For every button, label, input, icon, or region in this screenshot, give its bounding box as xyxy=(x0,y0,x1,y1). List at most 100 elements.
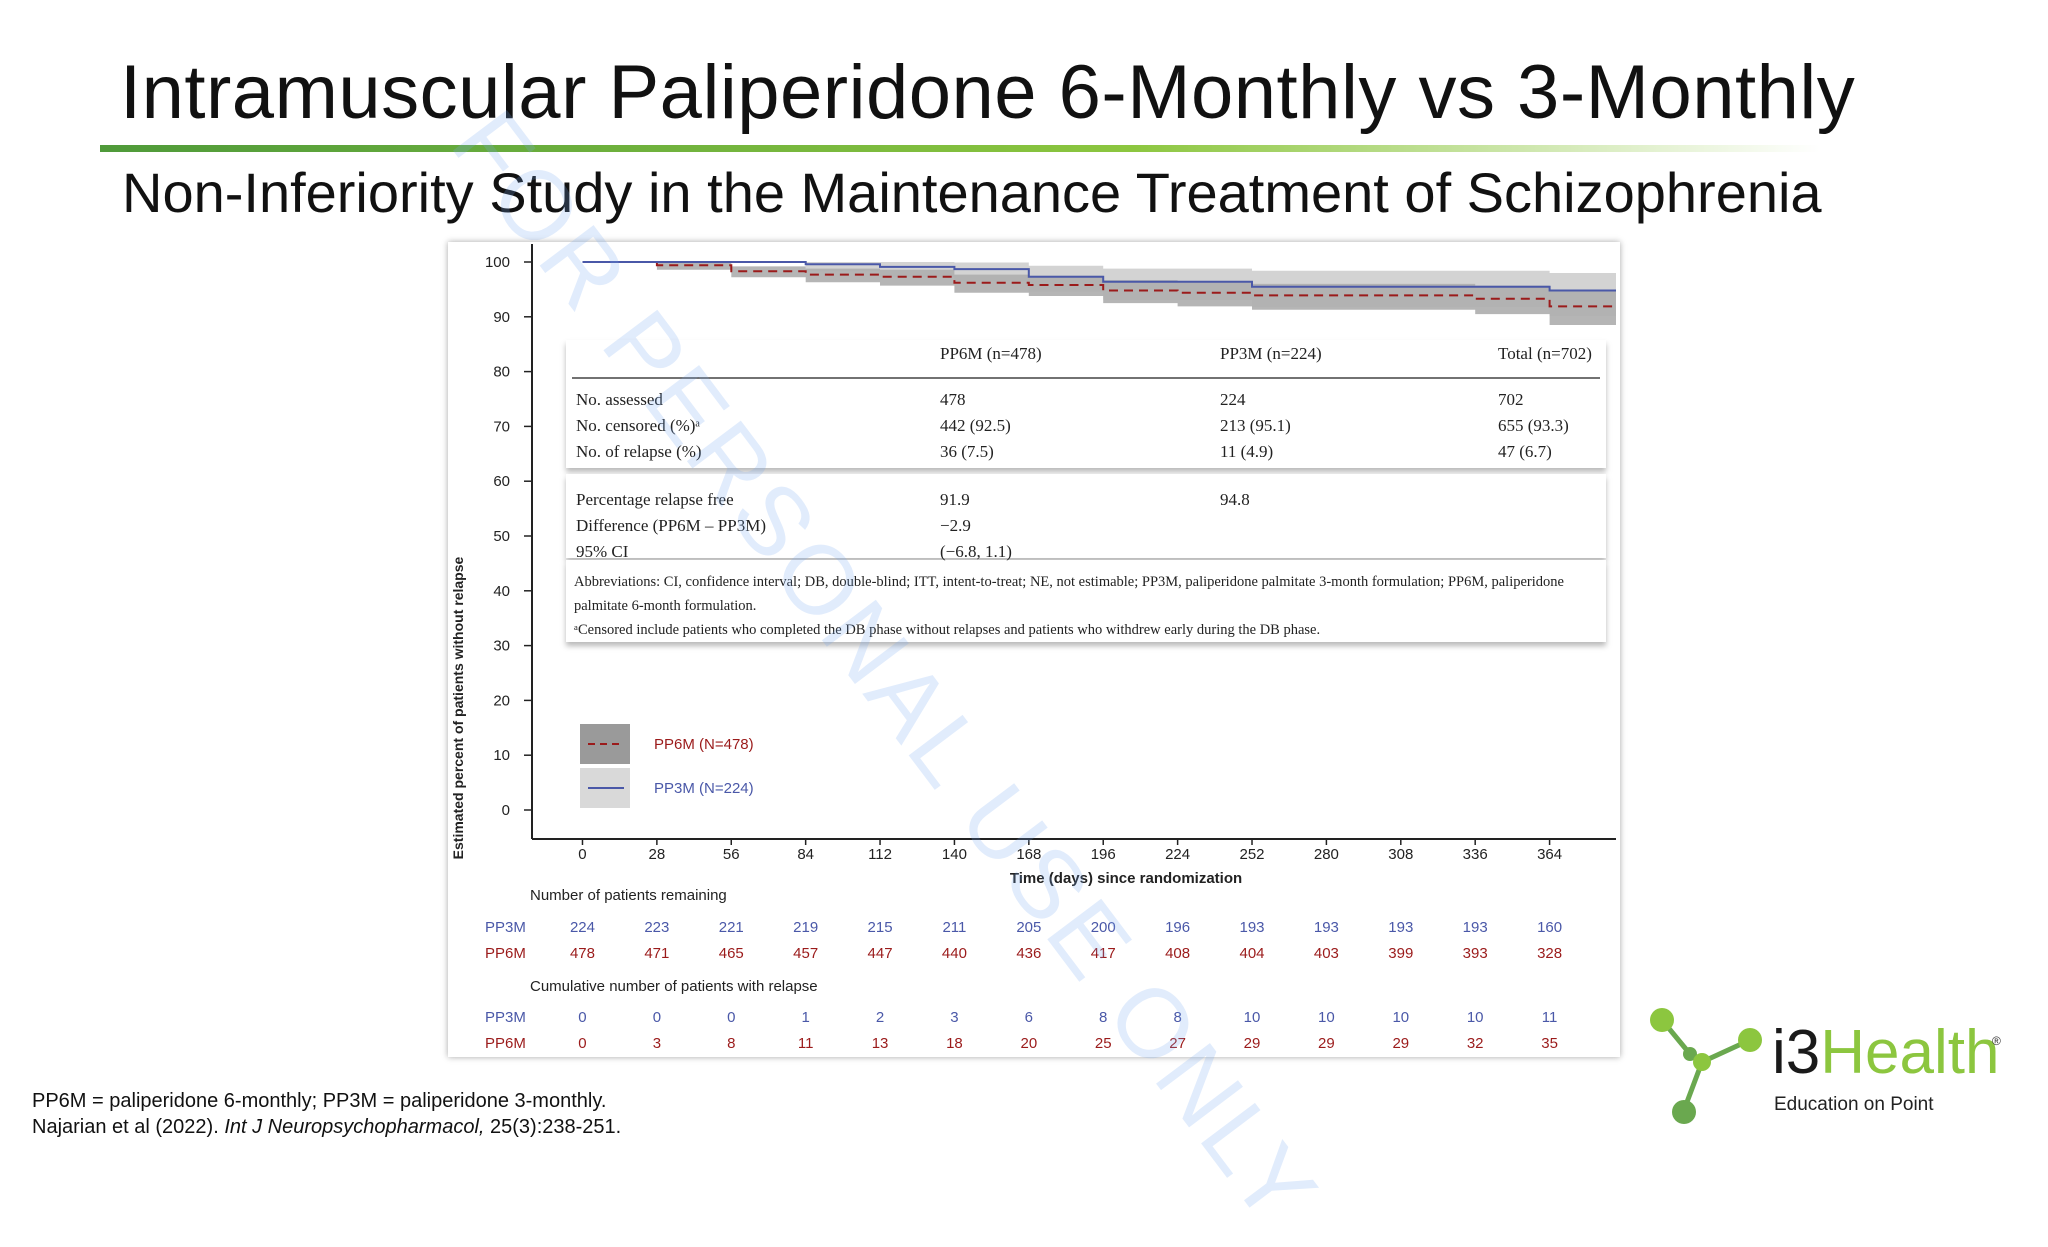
inset-cell: 36 (7.5) xyxy=(940,442,994,461)
y-tick-label: 90 xyxy=(493,309,510,326)
inset-cell: 702 xyxy=(1498,390,1524,409)
relapse-pp3m-cell: 1 xyxy=(801,1009,809,1026)
risk-heading-remaining: Number of patients remaining xyxy=(530,887,727,904)
remaining-pp3m-cell: 193 xyxy=(1239,919,1264,936)
relapse-pp6m-cell: 13 xyxy=(872,1035,889,1052)
inset-cell: Percentage relapse free xyxy=(576,490,734,509)
inset-cell: 11 (4.9) xyxy=(1220,442,1274,461)
remaining-pp6m-label: PP6M xyxy=(485,945,526,962)
x-tick-label: 280 xyxy=(1314,846,1339,863)
remaining-pp3m-cell: 193 xyxy=(1463,919,1488,936)
relapse-pp6m-cell: 8 xyxy=(727,1035,735,1052)
y-tick-label: 30 xyxy=(493,638,510,655)
legend-label-pp3m: PP3M (N=224) xyxy=(654,780,754,797)
y-axis-title: Estimated percent of patients without re… xyxy=(450,556,466,860)
y-tick-label: 70 xyxy=(493,418,510,435)
relapse-pp6m-cell: 18 xyxy=(946,1035,963,1052)
legend-label-pp6m: PP6M (N=478) xyxy=(654,736,754,753)
inset-cell: Difference (PP6M – PP3M) xyxy=(576,516,766,535)
y-tick-label: 100 xyxy=(485,254,510,271)
relapse-pp3m-cell: 3 xyxy=(950,1009,958,1026)
inset-column-header: Total (n=702) xyxy=(1498,344,1592,363)
y-tick-label: 60 xyxy=(493,473,510,490)
remaining-pp3m-cell: 223 xyxy=(644,919,669,936)
x-tick-label: 308 xyxy=(1388,846,1413,863)
footnote-abbreviations: PP6M = paliperidone 6-monthly; PP3M = pa… xyxy=(32,1090,607,1112)
logo-tagline: Education on Point xyxy=(1774,1094,1934,1115)
x-tick-label: 168 xyxy=(1016,846,1041,863)
relapse-pp6m-cell: 29 xyxy=(1392,1035,1409,1052)
remaining-pp3m-cell: 200 xyxy=(1091,919,1116,936)
y-tick-label: 40 xyxy=(493,583,510,600)
remaining-pp6m-cell: 417 xyxy=(1091,945,1116,962)
relapse-pp6m-cell: 25 xyxy=(1095,1035,1112,1052)
remaining-pp6m-cell: 457 xyxy=(793,945,818,962)
relapse-pp6m-cell: 20 xyxy=(1020,1035,1037,1052)
remaining-pp3m-cell: 215 xyxy=(868,919,893,936)
relapse-pp3m-cell: 0 xyxy=(578,1009,586,1026)
citation-journal: Int J Neuropsychopharmacol, xyxy=(224,1116,485,1138)
relapse-pp3m-cell: 6 xyxy=(1025,1009,1033,1026)
remaining-pp6m-cell: 436 xyxy=(1016,945,1041,962)
remaining-pp6m-cell: 440 xyxy=(942,945,967,962)
inset-column-header: PP6M (n=478) xyxy=(940,344,1042,363)
x-tick-label: 0 xyxy=(578,846,586,863)
x-tick-label: 140 xyxy=(942,846,967,863)
inset-panel xyxy=(566,474,1606,558)
logo-i3: i3 xyxy=(1772,1018,1821,1087)
remaining-pp6m-cell: 408 xyxy=(1165,945,1190,962)
i3health-logo: i3Health xyxy=(1772,1018,1999,1088)
inset-cell: 47 (6.7) xyxy=(1498,442,1552,461)
relapse-pp3m-cell: 11 xyxy=(1542,1009,1558,1026)
remaining-pp3m-cell: 193 xyxy=(1388,919,1413,936)
x-tick-label: 336 xyxy=(1463,846,1488,863)
title-divider xyxy=(100,145,1820,152)
remaining-pp6m-cell: 399 xyxy=(1388,945,1413,962)
inset-cell: (−6.8, 1.1) xyxy=(940,542,1012,561)
slide-title: Intramuscular Paliperidone 6-Monthly vs … xyxy=(120,50,1856,135)
remaining-pp6m-cell: 447 xyxy=(868,945,893,962)
y-tick-label: 20 xyxy=(493,692,510,709)
inset-cell: −2.9 xyxy=(940,516,971,535)
remaining-pp3m-cell: 160 xyxy=(1537,919,1562,936)
x-tick-label: 364 xyxy=(1537,846,1562,863)
inset-cell: No. censored (%)ᵃ xyxy=(576,416,701,435)
relapse-pp6m-cell: 35 xyxy=(1541,1035,1558,1052)
remaining-pp3m-cell: 224 xyxy=(570,919,595,936)
x-tick-label: 252 xyxy=(1239,846,1264,863)
relapse-pp3m-cell: 8 xyxy=(1099,1009,1107,1026)
remaining-pp6m-cell: 328 xyxy=(1537,945,1562,962)
remaining-pp6m-cell: 471 xyxy=(644,945,669,962)
y-tick-label: 50 xyxy=(493,528,510,545)
relapse-pp3m-cell: 10 xyxy=(1467,1009,1484,1026)
logo-health: Health xyxy=(1820,1018,2000,1087)
relapse-pp6m-cell: 27 xyxy=(1169,1035,1186,1052)
remaining-pp6m-cell: 403 xyxy=(1314,945,1339,962)
remaining-pp3m-cell: 211 xyxy=(942,919,966,936)
inset-cell: 224 xyxy=(1220,390,1246,409)
relapse-pp6m-cell: 29 xyxy=(1318,1035,1335,1052)
remaining-pp3m-label: PP3M xyxy=(485,919,526,936)
relapse-pp3m-cell: 10 xyxy=(1244,1009,1261,1026)
ci-band-pp3m xyxy=(582,262,1616,316)
relapse-pp6m-cell: 11 xyxy=(798,1035,814,1052)
footnote-citation: Najarian et al (2022). Int J Neuropsycho… xyxy=(32,1116,621,1139)
inset-cell: No. assessed xyxy=(576,390,663,409)
y-tick-label: 0 xyxy=(502,802,510,819)
series-line-pp3m xyxy=(582,261,1616,292)
relapse-pp3m-cell: 8 xyxy=(1173,1009,1181,1026)
inset-cell: 442 (92.5) xyxy=(940,416,1011,435)
remaining-pp3m-cell: 193 xyxy=(1314,919,1339,936)
relapse-pp3m-cell: 0 xyxy=(727,1009,735,1026)
inset-column-header: PP3M (n=224) xyxy=(1220,344,1322,363)
relapse-pp3m-cell: 0 xyxy=(653,1009,661,1026)
inset-cell: 478 xyxy=(940,390,966,409)
inset-cell: 94.8 xyxy=(1220,490,1250,509)
x-tick-label: 224 xyxy=(1165,846,1190,863)
relapse-pp6m-cell: 0 xyxy=(578,1035,586,1052)
relapse-pp6m-cell: 29 xyxy=(1244,1035,1261,1052)
relapse-pp3m-cell: 10 xyxy=(1392,1009,1409,1026)
relapse-pp3m-cell: 2 xyxy=(876,1009,884,1026)
x-axis-title: Time (days) since randomization xyxy=(1010,870,1242,887)
